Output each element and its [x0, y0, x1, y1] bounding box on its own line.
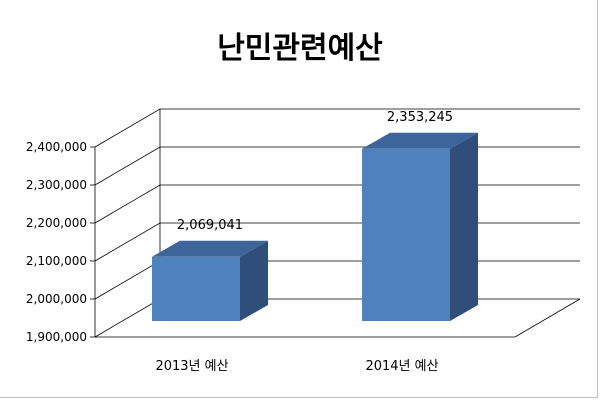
bar-side-face [240, 240, 268, 321]
bar-top-face [362, 132, 478, 149]
labels: 2,069,041 2013년 예산 2,353,245 2014년 예산 [155, 110, 453, 374]
y-tick-label: 2,000,000 [26, 292, 87, 306]
y-tick-label: 2,100,000 [26, 254, 87, 268]
category-label: 2014년 예산 [365, 359, 438, 374]
gridline [94, 108, 580, 148]
category-label: 2013년 예산 [155, 359, 228, 374]
y-axis: 1,900,000 2,000,000 2,100,000 2,200,000 2,30… [26, 140, 95, 344]
bars [152, 132, 478, 321]
y-tick-label: 1,900,000 [26, 330, 87, 344]
bar-top-face [152, 240, 268, 257]
bar-side-face [450, 132, 478, 321]
chart-title: 난민관련예산 [217, 31, 383, 66]
y-tick-label: 2,400,000 [26, 140, 87, 154]
y-tick-label: 2,300,000 [26, 178, 87, 192]
data-label: 2,353,245 [387, 110, 453, 125]
bar [152, 256, 240, 321]
y-tick-label: 2,200,000 [26, 216, 87, 230]
gridline [94, 146, 580, 186]
gridline [94, 184, 580, 224]
data-label: 2,069,041 [177, 218, 243, 233]
floor-edge [95, 298, 581, 338]
bar [362, 148, 450, 321]
